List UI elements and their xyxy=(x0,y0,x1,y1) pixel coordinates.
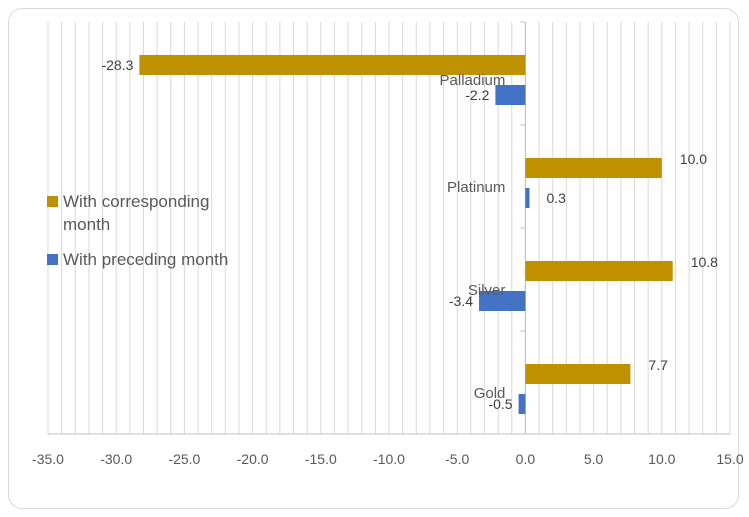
data-label-corresponding: 10.8 xyxy=(691,254,718,270)
legend: With corresponding month With preceding … xyxy=(47,190,257,283)
bar-corresponding-month xyxy=(525,158,662,178)
x-tick-label: 15.0 xyxy=(716,451,743,467)
legend-swatch-corresponding xyxy=(47,196,58,207)
data-label-preceding: -2.2 xyxy=(465,87,489,103)
data-label-corresponding: 7.7 xyxy=(648,357,668,373)
category-label-palladium: Palladium xyxy=(440,72,506,89)
x-tick-label: 5.0 xyxy=(584,451,604,467)
bar-corresponding-month xyxy=(139,55,526,75)
x-tick-label: -35.0 xyxy=(32,451,64,467)
bar-preceding-month xyxy=(518,394,526,414)
x-tick-label: -25.0 xyxy=(168,451,200,467)
x-tick-label: -30.0 xyxy=(100,451,132,467)
legend-label-preceding: With preceding month xyxy=(63,250,229,269)
data-label-corresponding: -28.3 xyxy=(101,57,133,73)
x-tick-label: 0.0 xyxy=(516,451,536,467)
legend-item-preceding: With preceding month xyxy=(47,248,257,271)
x-tick-label: 10.0 xyxy=(648,451,675,467)
category-label-platinum: Platinum xyxy=(447,179,505,196)
legend-label-corresponding: With corresponding month xyxy=(63,192,210,234)
data-label-preceding: -3.4 xyxy=(449,293,473,309)
x-tick-label: -5.0 xyxy=(445,451,469,467)
bar-preceding-month xyxy=(525,188,530,208)
bar-corresponding-month xyxy=(525,364,631,384)
x-tick-label: -15.0 xyxy=(305,451,337,467)
category-label-silver: Silver xyxy=(468,282,506,299)
category-label-gold: Gold xyxy=(474,385,506,402)
data-label-preceding: -0.5 xyxy=(488,396,512,412)
x-tick-label: -10.0 xyxy=(373,451,405,467)
bar-corresponding-month xyxy=(525,261,673,281)
data-label-preceding: 0.3 xyxy=(546,190,566,206)
data-label-corresponding: 10.0 xyxy=(680,151,707,167)
x-tick-label: -20.0 xyxy=(237,451,269,467)
legend-item-corresponding: With corresponding month xyxy=(47,190,257,236)
legend-swatch-preceding xyxy=(47,254,58,265)
bar-preceding-month xyxy=(495,85,526,105)
bar-preceding-month xyxy=(479,291,526,311)
